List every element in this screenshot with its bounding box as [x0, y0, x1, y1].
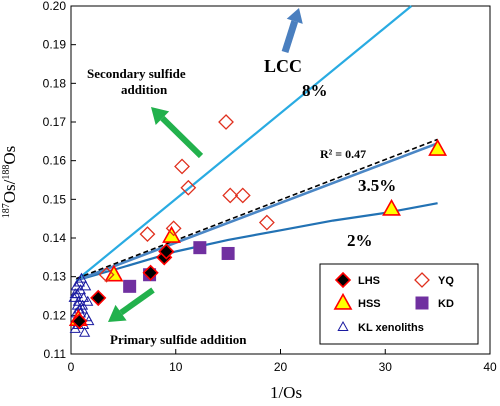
primary-sulfide-arrow-head	[108, 304, 127, 322]
kl-xenoliths-point	[80, 280, 92, 291]
kl-xenoliths-point	[82, 295, 94, 306]
hss-point	[104, 264, 124, 282]
y-axis-label-sup2: 188	[1, 165, 12, 180]
y-tick-label: 0.13	[43, 270, 67, 284]
kl-xenoliths-point	[69, 288, 81, 299]
lcc-arrow-shaft	[281, 20, 299, 54]
y-tick-label: 0.11	[44, 347, 67, 361]
annotation-secondary-line1: Secondary sulfide	[87, 66, 186, 81]
yq-point	[258, 214, 275, 231]
lhs-point	[71, 313, 88, 330]
yq-point	[234, 187, 251, 204]
y-tick-label: 0.15	[43, 192, 67, 206]
regression-line	[75, 138, 438, 280]
lcc-arrow	[281, 8, 303, 54]
legend-marker-hss	[333, 292, 353, 310]
x-tick-label: 0	[68, 360, 75, 374]
annotation-primary: Primary sulfide addition	[110, 332, 247, 347]
y-tick-label: 0.16	[43, 154, 67, 168]
plot-area: 0.11 0.12 0.13 0.14 0.15 0.16 0.17 0.18 0.19 0.20…	[43, 0, 497, 374]
kd-point	[123, 279, 137, 293]
y-tick-label: 0.17	[43, 115, 67, 129]
annotation-3-5-percent: 3.5%	[358, 176, 396, 195]
hss-point	[162, 225, 181, 243]
legend-marker-kd	[415, 296, 429, 310]
mixing-line-2-percent	[75, 202, 438, 282]
legend-label-lhs: LHS	[358, 275, 380, 287]
kl-xenoliths-point	[75, 272, 88, 283]
secondary-sulfide-arrow-head	[151, 107, 170, 126]
y-axis-label-part1: Os/	[0, 179, 19, 203]
legend-marker-lhs	[334, 271, 352, 289]
y-tick-label: 0.19	[43, 38, 67, 52]
x-tick-label: 40	[483, 360, 497, 374]
y-axis-label-sup1: 187	[1, 203, 12, 218]
y-tick-label: 0.14	[43, 231, 67, 245]
yq-point	[222, 187, 239, 204]
x-tick-label: 30	[379, 360, 393, 374]
yq-point	[139, 226, 156, 243]
kd-point	[193, 241, 207, 255]
legend-marker-kl-xenoliths	[337, 320, 349, 331]
x-axis-label: 1/Os	[270, 383, 302, 402]
annotation-labels: Secondary sulfide addition Primary sulfi…	[87, 56, 396, 347]
annotation-8-percent: 8%	[302, 81, 328, 100]
mixing-line-3-5-percent	[75, 142, 439, 282]
annotation-secondary-line2: addition	[121, 82, 168, 97]
kl-xenoliths-point	[72, 295, 84, 306]
lhs-point	[142, 264, 159, 281]
legend-label-kd: KD	[438, 298, 454, 310]
model-lines	[75, 5, 439, 282]
y-axis-label-part2: Os	[0, 146, 19, 165]
lcc-arrow-head	[286, 8, 303, 24]
y-tick-label: 0.12	[43, 308, 67, 322]
lhs-point	[90, 289, 107, 307]
secondary-sulfide-arrow-shaft	[160, 116, 204, 159]
y-tick-label: 0.20	[43, 0, 67, 13]
primary-sulfide-arrow	[108, 287, 155, 322]
hss-point	[428, 138, 448, 156]
data-points	[68, 114, 448, 337]
legend-label-yq: YQ	[438, 275, 454, 287]
yq-point	[165, 220, 182, 237]
y-axis-label: 187Os/188Os	[0, 146, 19, 219]
kl-xenoliths-point	[79, 326, 91, 337]
lcc-mixing-line	[75, 5, 413, 282]
annotation-r-squared: R² = 0.47	[320, 147, 366, 161]
lhs-point	[158, 243, 175, 260]
yq-point	[98, 266, 115, 283]
legend-label-kl-xenoliths: KL xenoliths	[358, 322, 424, 334]
kl-xenoliths-point	[77, 291, 90, 302]
secondary-sulfide-arrow	[151, 107, 204, 159]
annotation-2-percent: 2%	[347, 231, 373, 250]
x-tick-label: 20	[274, 360, 288, 374]
kd-point	[221, 246, 235, 260]
annotation-arrows	[108, 8, 303, 322]
x-tick-label: 10	[169, 360, 183, 374]
kl-xenoliths-point	[76, 303, 89, 314]
yq-point	[218, 114, 234, 130]
hss-point	[382, 198, 401, 216]
legend: LHS YQ HSS KD KL xenoliths	[319, 263, 479, 345]
y-tick-label: 0.18	[43, 76, 67, 90]
yq-point	[174, 158, 190, 175]
primary-sulfide-arrow-shaft	[119, 287, 155, 316]
yq-point	[180, 179, 197, 196]
legend-marker-yq	[414, 272, 430, 288]
legend-label-hss: HSS	[358, 298, 381, 310]
annotation-lcc: LCC	[264, 56, 302, 76]
